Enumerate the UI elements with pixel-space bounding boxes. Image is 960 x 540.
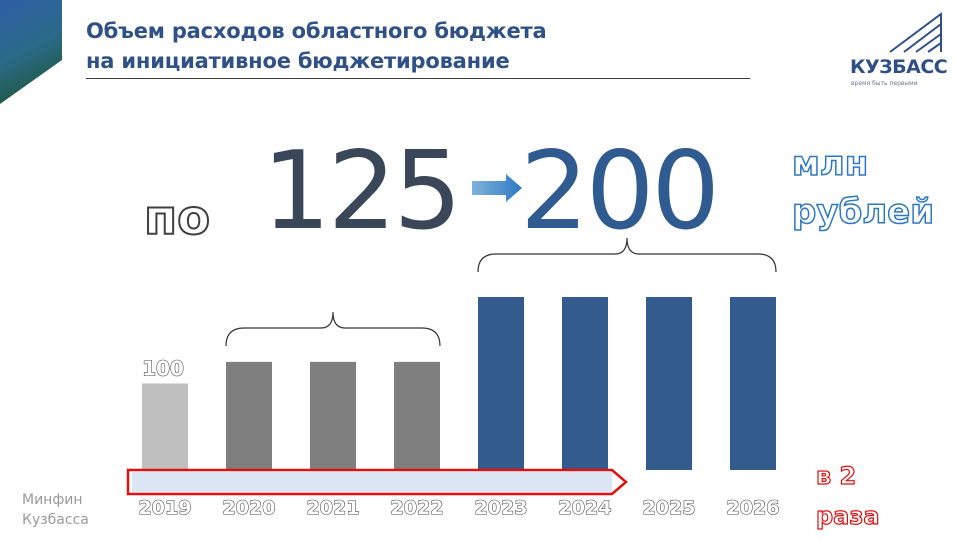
- corner-decoration: [0, 0, 62, 104]
- unit-line-2: рублей: [791, 191, 935, 233]
- x-tick-label-2023: 2023: [475, 497, 528, 519]
- timeline-band: [132, 472, 612, 492]
- x-tick-label-2019: 2019: [139, 497, 192, 519]
- logo-name: КУЗБАСС: [850, 56, 948, 78]
- brace-2023-2026: [477, 237, 777, 273]
- source-line-1: Минфин: [22, 492, 83, 508]
- x-tick-label-2021: 2021: [307, 497, 360, 519]
- x-tick-label-2025: 2025: [643, 497, 696, 519]
- x-tick-label-2022: 2022: [391, 497, 444, 519]
- kuzbass-logo-icon: [889, 12, 942, 53]
- source-line-2: Кузбасса: [22, 512, 89, 528]
- bar-2019: [142, 383, 188, 470]
- bar-2021: [310, 361, 356, 470]
- timeline-arrow-outline: [126, 468, 628, 496]
- bar-2024: [562, 297, 608, 470]
- headline-from-value: 125: [262, 129, 462, 254]
- growth-badge-line-2: раза: [815, 501, 880, 530]
- title-underline: [86, 78, 750, 79]
- bar-2022: [394, 361, 440, 470]
- headline-to-value: 200: [520, 129, 720, 254]
- headline-prefix: по: [143, 189, 211, 247]
- x-tick-label-2026: 2026: [727, 497, 780, 519]
- bar-2020: [226, 361, 272, 470]
- source-note: Минфин Кузбасса: [22, 490, 89, 530]
- right-arrow-icon: [472, 174, 522, 202]
- logo-tagline: время быть первыми: [851, 80, 918, 87]
- x-tick-label-2020: 2020: [223, 497, 276, 519]
- growth-badge-line-1: в 2: [815, 461, 857, 490]
- page-title: Объем расходов областного бюджета на ини…: [86, 16, 547, 76]
- bar-2023: [478, 297, 524, 470]
- unit-line-1: млн: [791, 143, 869, 185]
- title-line-1: Объем расходов областного бюджета: [86, 19, 547, 43]
- bar-2026: [730, 297, 776, 470]
- data-label-2019: 100: [142, 357, 184, 381]
- brace-2020-2022: [225, 311, 441, 347]
- bar-2025: [646, 297, 692, 470]
- x-tick-label-2024: 2024: [559, 497, 612, 519]
- title-line-2: на инициативное бюджетирование: [86, 49, 510, 73]
